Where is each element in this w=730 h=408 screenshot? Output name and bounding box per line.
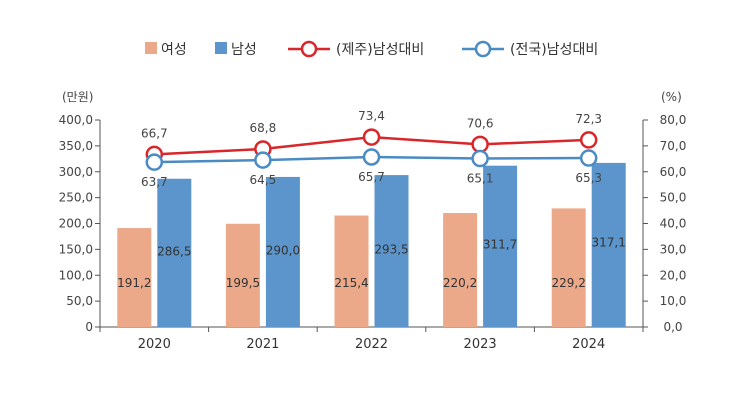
point-label-jeju-ratio: 68,8: [250, 121, 277, 135]
point-label-national-ratio: 63,7: [141, 175, 168, 189]
legend-item-jeju-ratio[interactable]: (제주)남성대비: [288, 40, 424, 58]
lines: [145, 128, 598, 171]
x-tick-label: 2023: [464, 337, 497, 352]
y-right-tick-label: 40,0: [660, 217, 687, 231]
x-tick-label: 2021: [246, 337, 279, 352]
bar-label-female: 191,2: [117, 276, 151, 290]
point-label-national-ratio: 65,3: [575, 171, 602, 185]
bar-male: [591, 162, 626, 327]
bar-female: [551, 208, 586, 327]
point-national-ratio: [471, 149, 489, 168]
bar-label-male: 290,0: [266, 243, 300, 257]
y-right-tick-label: 20,0: [660, 268, 687, 282]
bar-label-female: 220,2: [443, 276, 477, 290]
point-label-national-ratio: 64,5: [250, 173, 277, 187]
legend-label-male: 남성: [231, 42, 257, 58]
point-national-ratio: [254, 151, 272, 169]
y-left-tick-label: 100,0: [59, 268, 93, 282]
bar-female: [443, 213, 478, 327]
point-jeju-ratio: [362, 128, 381, 146]
bar-female: [117, 228, 152, 327]
point-label-national-ratio: 65,1: [467, 172, 494, 186]
y-left-tick-label: 300,0: [59, 165, 93, 179]
point-label-jeju-ratio: 72,3: [575, 112, 602, 126]
axes: 0 50,0 100,0 150,0 200,0 250,0 300,0 350,0 400,0…: [59, 113, 687, 352]
point-jeju-ratio: [579, 131, 598, 149]
legend-item-male[interactable]: 남성: [215, 42, 257, 58]
bar-female: [334, 215, 369, 327]
point-jeju-ratio: [471, 135, 489, 154]
legend-swatch-female: [145, 42, 157, 54]
x-tick-label: 2022: [355, 337, 388, 352]
bar-label-male: 317,1: [592, 236, 626, 250]
point-label-jeju-ratio: 66,7: [141, 126, 168, 140]
data-labels: 191,2 199,5 215,4 220,2 229,2 286,5 290,0 293,5…: [117, 109, 626, 290]
bar-label-male: 293,5: [374, 242, 408, 256]
bar-label-female: 215,4: [334, 276, 368, 290]
bar-male: [157, 178, 192, 327]
x-tick-label: 2020: [138, 337, 171, 352]
y-right-tick-label: 60,0: [660, 165, 687, 179]
y-right-tick-label: 10,0: [660, 294, 687, 308]
y-left-tick-label: 50,0: [66, 294, 93, 308]
point-label-jeju-ratio: 73,4: [358, 109, 385, 123]
point-label-jeju-ratio: 70,6: [467, 116, 494, 130]
y-right-tick-label: 80,0: [660, 113, 687, 127]
bar-label-female: 199,5: [226, 276, 260, 290]
bar-label-male: 311,7: [483, 237, 517, 251]
point-national-ratio: [145, 153, 164, 171]
bars: [117, 162, 626, 327]
y-right-tick-label: 30,0: [660, 242, 687, 256]
bar-female: [225, 223, 260, 327]
y-left-tick-label: 150,0: [59, 242, 93, 256]
legend-label-national-ratio: (전국)남성대비: [510, 42, 598, 58]
y-left-tick-label: 250,0: [59, 191, 93, 205]
point-national-ratio: [362, 148, 381, 166]
legend: 여성 남성 (제주)남성대비 (전국)남성대비: [145, 40, 598, 58]
y-right-tick-label: 70,0: [660, 139, 687, 153]
legend-item-female[interactable]: 여성: [145, 42, 187, 58]
bar-label-female: 229,2: [552, 276, 586, 290]
y-left-tick-label: 200,0: [59, 217, 93, 231]
legend-item-national-ratio[interactable]: (전국)남성대비: [462, 40, 598, 58]
legend-marker-national-ratio: [474, 40, 492, 58]
y-left-unit: (만원): [62, 90, 93, 104]
bar-label-male: 286,5: [157, 244, 191, 258]
y-right-unit: (%): [661, 90, 682, 104]
legend-label-female: 여성: [161, 42, 187, 58]
bar-male: [265, 176, 300, 327]
y-left-tick-label: 400,0: [59, 113, 93, 127]
point-national-ratio: [579, 149, 598, 167]
y-left-tick-label: 0: [85, 320, 93, 334]
legend-label-jeju-ratio: (제주)남성대비: [336, 42, 424, 58]
bar-male: [483, 165, 518, 327]
point-label-national-ratio: 65,7: [358, 170, 385, 184]
y-right-tick-label: 0,0: [663, 320, 682, 334]
y-left-tick-label: 350,0: [59, 139, 93, 153]
legend-swatch-male: [215, 42, 227, 54]
y-right-tick-label: 50,0: [660, 191, 687, 205]
bar-male: [374, 175, 409, 327]
legend-marker-jeju-ratio: [300, 40, 318, 58]
x-tick-label: 2024: [572, 337, 605, 352]
